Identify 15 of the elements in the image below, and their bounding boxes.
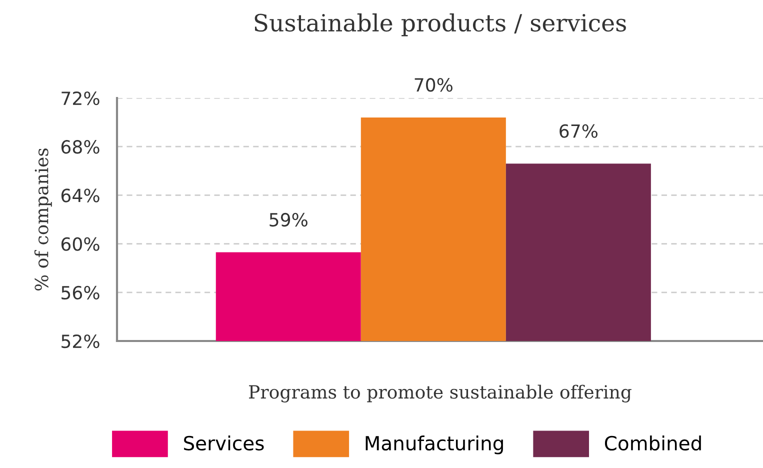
y-tick-label: 72% [62,91,100,106]
y-tick-label: 56% [62,286,100,300]
y-tick-label: 60% [61,237,100,251]
legend-label: Combined [604,435,701,451]
chart-title: Sustainable products / services [254,13,626,36]
y-tick-label: 68% [61,140,100,154]
y-axis-title: % of companies [34,148,52,290]
data-label: 70% [414,78,452,92]
legend-label: Services [184,435,264,451]
data-label: 67% [560,124,598,138]
data-label: 59% [270,212,308,227]
legend-label: Manufacturing [366,435,503,454]
y-tick-label: 64% [61,188,100,202]
x-axis-title: Programs to promote sustainable offering [249,384,632,402]
y-tick-label: 52% [62,334,100,348]
